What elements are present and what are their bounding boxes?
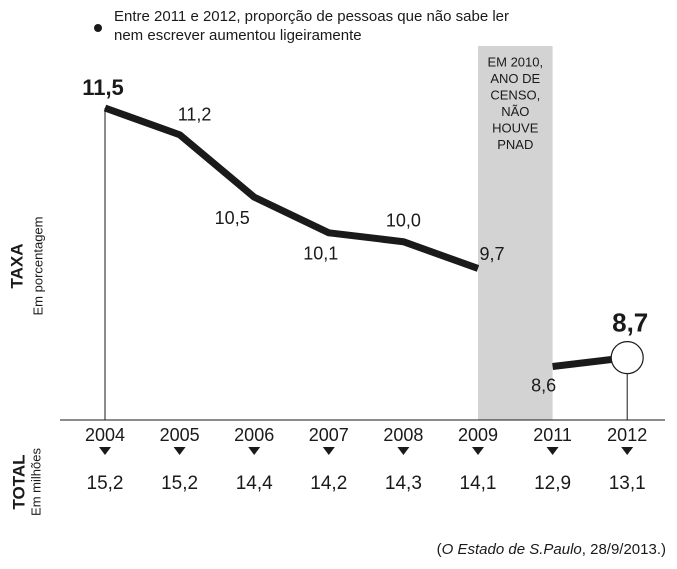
total-value: 14,2	[310, 473, 347, 494]
band	[478, 46, 553, 420]
data-label: 10,1	[303, 244, 338, 264]
x-tick-label: 2012	[607, 425, 647, 445]
band-label: ANO DE	[490, 71, 540, 86]
total-value: 15,2	[87, 473, 124, 494]
total-value: 13,1	[609, 473, 646, 494]
band-label: EM 2010,	[487, 54, 543, 69]
data-line	[103, 104, 480, 272]
tick-marker	[397, 447, 410, 455]
source-open: (	[437, 541, 442, 558]
end-marker	[610, 341, 644, 375]
note-line: nem escrever aumentou ligeiramente	[114, 27, 362, 44]
x-tick-label: 2011	[533, 425, 572, 445]
band-label: NÃO	[501, 104, 529, 119]
band-label: HOUVE	[492, 120, 539, 135]
x-tick-label: 2004	[85, 425, 125, 445]
tick-marker	[99, 447, 111, 455]
tick-marker	[472, 447, 484, 455]
tick-marker	[322, 447, 335, 455]
total-label: TOTAL	[9, 454, 28, 509]
tick-marker	[248, 447, 261, 455]
total-value: 14,4	[236, 473, 273, 494]
y-label: TAXA	[7, 243, 26, 288]
band-label: CENSO,	[490, 87, 540, 102]
total-sublabel: Em milhões	[28, 448, 43, 516]
x-tick-label: 2009	[458, 425, 498, 445]
data-label: 9,7	[479, 244, 504, 264]
total-value: 15,2	[161, 473, 198, 494]
data-label: 10,0	[386, 210, 421, 230]
tick-marker	[546, 447, 559, 455]
note-bullet	[94, 24, 102, 32]
total-value: 14,3	[385, 473, 422, 494]
data-label: 10,5	[215, 208, 250, 228]
data-label: 8,6	[531, 375, 556, 395]
data-label: 11,5	[82, 75, 124, 100]
x-tick-label: 2008	[383, 425, 423, 445]
band-label: PNAD	[497, 137, 533, 152]
source-rest: , 28/9/2013.)	[582, 541, 666, 558]
y-sublabel: Em porcentagem	[30, 217, 45, 316]
tick-marker	[173, 447, 186, 455]
source: (O Estado de S.Paulo, 28/9/2013.)	[437, 541, 666, 558]
tick-marker	[621, 447, 634, 455]
source-italic: O Estado de S.Paulo	[442, 541, 582, 558]
data-label: 11,2	[178, 104, 212, 124]
data-label: 8,7	[612, 307, 648, 337]
total-value: 14,1	[460, 473, 497, 494]
x-tick-label: 2007	[309, 425, 349, 445]
note-line: Entre 2011 e 2012, proporção de pessoas …	[114, 8, 509, 25]
total-value: 12,9	[534, 473, 571, 494]
x-tick-label: 2005	[160, 425, 200, 445]
x-tick-label: 2006	[234, 425, 274, 445]
